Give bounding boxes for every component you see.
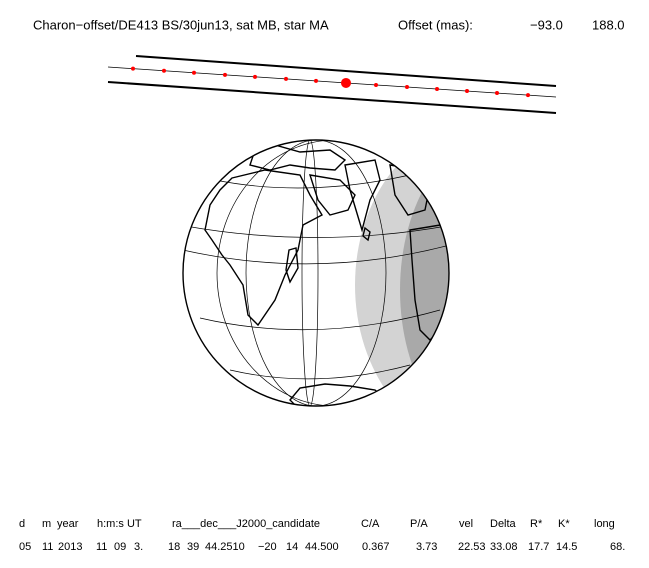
globe-limb xyxy=(182,139,450,407)
globe xyxy=(182,139,450,407)
track-point xyxy=(374,82,378,87)
cell: 22.53 xyxy=(458,541,486,553)
track-point xyxy=(465,89,469,94)
track-center xyxy=(107,66,557,98)
track-point xyxy=(435,87,439,92)
track-point xyxy=(405,85,409,90)
cell: 18 xyxy=(168,541,180,553)
cell: 14 xyxy=(286,541,298,553)
cell: 44.500 xyxy=(305,541,339,553)
track-point xyxy=(253,74,257,79)
cell: 68. xyxy=(610,541,625,553)
cell: 3. xyxy=(134,541,143,553)
track-point xyxy=(131,66,135,71)
cell: 14.5 xyxy=(556,541,577,553)
column-header: K* xyxy=(558,518,570,530)
track-point xyxy=(526,93,530,98)
twilight xyxy=(355,140,449,406)
column-header: P/A xyxy=(410,518,428,530)
track-point xyxy=(314,78,318,83)
column-header: R* xyxy=(530,518,543,530)
track-point xyxy=(192,70,196,75)
track-limit xyxy=(135,55,557,87)
cell: 11 xyxy=(96,541,107,553)
cell: 33.08 xyxy=(490,541,518,553)
cell: 3.73 xyxy=(416,541,437,553)
column-header: long xyxy=(594,518,615,530)
cell: 0.367 xyxy=(362,541,390,553)
track-point xyxy=(162,68,166,73)
cell: −20 xyxy=(258,541,277,553)
offset-value: 188.0 xyxy=(592,17,625,32)
cell: 2013 xyxy=(58,541,82,553)
data-table: d m year h:m:s UT ra___dec___J2000_candidate… xyxy=(19,518,625,553)
track-point xyxy=(495,91,499,96)
cell: 05 xyxy=(19,541,31,553)
column-header: d xyxy=(19,518,25,530)
track xyxy=(107,55,557,114)
track-limit xyxy=(107,81,557,114)
column-header: Delta xyxy=(490,518,517,530)
track-points xyxy=(131,66,530,98)
title: Charon−offset/DE413 BS/30jun13, sat MB, … xyxy=(33,17,329,32)
cell: 11 xyxy=(42,541,53,553)
track-point xyxy=(223,72,227,77)
cell: 44.2510 xyxy=(205,541,245,553)
cell: 09 xyxy=(114,541,126,553)
column-header: C/A xyxy=(361,518,380,530)
cell: 39 xyxy=(187,541,199,553)
track-point xyxy=(284,76,288,81)
column-header: ra___dec___J2000_candidate xyxy=(172,518,320,530)
column-header: year xyxy=(57,518,79,530)
graticule xyxy=(183,140,449,406)
star-position xyxy=(341,77,351,88)
column-header: vel xyxy=(459,518,473,530)
cell: 17.7 xyxy=(528,541,549,553)
offset-value: −93.0 xyxy=(530,17,563,32)
night xyxy=(400,140,449,406)
column-header: m xyxy=(42,518,51,530)
column-header: h:m:s UT xyxy=(97,518,142,530)
offset-label: Offset (mas): xyxy=(398,17,473,32)
